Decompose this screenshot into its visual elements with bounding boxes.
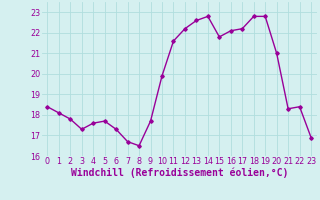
X-axis label: Windchill (Refroidissement éolien,°C): Windchill (Refroidissement éolien,°C) (70, 168, 288, 178)
